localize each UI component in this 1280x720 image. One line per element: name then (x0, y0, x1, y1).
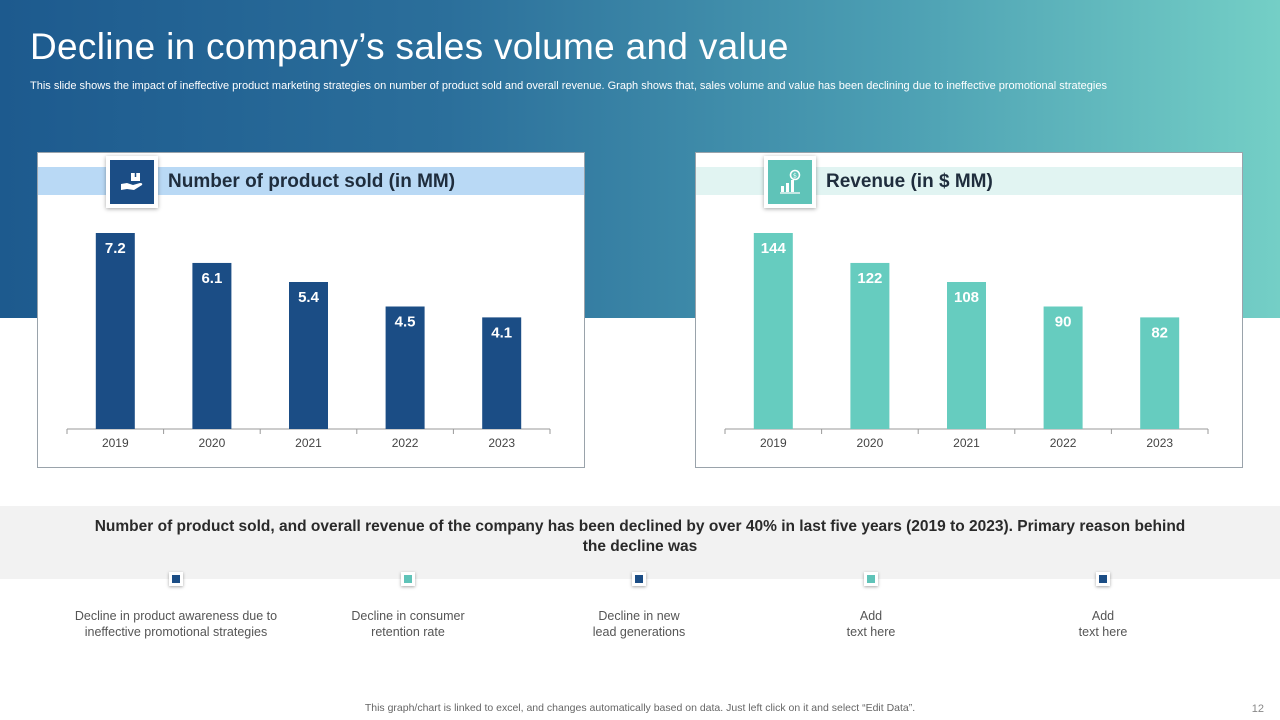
x-tick-label: 2019 (102, 436, 129, 450)
summary-text: Number of product sold, and overall reve… (94, 518, 1186, 555)
data-label: 122 (857, 270, 882, 287)
data-label: 7.2 (105, 240, 126, 257)
reason-marker (169, 572, 183, 586)
hand-holding-box-icon (110, 160, 154, 204)
reason-marker (401, 572, 415, 586)
bar-2023 (482, 317, 522, 429)
x-tick-label: 2023 (488, 436, 515, 450)
x-tick-label: 2019 (760, 436, 787, 450)
reason-marker (864, 572, 878, 586)
x-tick-label: 2022 (1050, 436, 1077, 450)
data-label: 5.4 (298, 289, 320, 306)
bar-2021 (289, 282, 328, 429)
reason-marker (632, 572, 646, 586)
page-title: Decline in company’s sales volume and va… (30, 26, 789, 67)
reason-text: Add text here (846, 609, 896, 639)
bar-2019 (95, 233, 135, 429)
bar-2020 (192, 262, 232, 429)
x-tick-label: 2023 (1146, 436, 1173, 450)
svg-text:$: $ (793, 172, 797, 180)
data-label: 82 (1151, 324, 1168, 341)
reason-item: Add text here (988, 572, 1218, 640)
reason-text: Decline in new lead generations (592, 609, 686, 639)
page-number: 12 (1251, 703, 1264, 715)
footnote: This graph/chart is linked to excel, and… (364, 702, 916, 714)
reason-item: Decline in product awareness due to inef… (61, 572, 291, 640)
bar-2019 (753, 233, 793, 429)
bar-2020 (850, 262, 890, 429)
x-tick-label: 2021 (295, 436, 322, 450)
bar-2022 (1043, 306, 1083, 429)
units-sold-icon-frame (106, 156, 158, 208)
bar-2021 (947, 282, 986, 429)
revenue-chart-title: Revenue (in $ MM) (826, 171, 993, 192)
data-label: 6.1 (201, 270, 222, 287)
reason-text: Decline in consumer retention rate (351, 609, 465, 639)
revenue-growth-icon: $ (768, 160, 812, 204)
reason-text: Decline in product awareness due to inef… (74, 609, 278, 639)
x-tick-label: 2020 (199, 436, 226, 450)
revenue-icon-frame: $ (764, 156, 816, 208)
revenue-bar-chart: 144 2019 122 2020 108 2021 90 2022 82 2023 (724, 233, 1209, 450)
summary-band: Number of product sold, and overall reve… (0, 506, 1280, 579)
bar-2022 (385, 306, 425, 429)
bar-2023 (1140, 317, 1180, 429)
data-label: 108 (954, 289, 979, 306)
data-label: 4.5 (395, 314, 416, 331)
x-tick-label: 2022 (392, 436, 419, 450)
page-subtitle: This slide shows the impact of ineffecti… (30, 80, 1107, 92)
reason-item: Decline in consumer retention rate (293, 572, 523, 640)
units-sold-chart-panel[interactable]: Number of product sold (in MM) 7.2 2019 6.… (37, 152, 585, 468)
reason-item: Decline in new lead generations (524, 572, 754, 640)
x-tick-label: 2020 (857, 436, 884, 450)
units-sold-chart-title: Number of product sold (in MM) (168, 171, 456, 192)
reason-text: Add text here (1078, 609, 1128, 639)
data-label: 90 (1055, 314, 1072, 331)
data-label: 4.1 (491, 324, 512, 341)
x-tick-label: 2021 (953, 436, 980, 450)
units-sold-bar-chart: 7.2 2019 6.1 2020 5.4 2021 4.5 2022 4.1 2023 (66, 233, 551, 450)
data-label: 144 (761, 240, 787, 257)
reason-item: Add text here (756, 572, 986, 640)
reason-marker (1096, 572, 1110, 586)
revenue-chart-panel[interactable]: Revenue (in $ MM) $ 144 2019 122 2020 108 202… (695, 152, 1243, 468)
